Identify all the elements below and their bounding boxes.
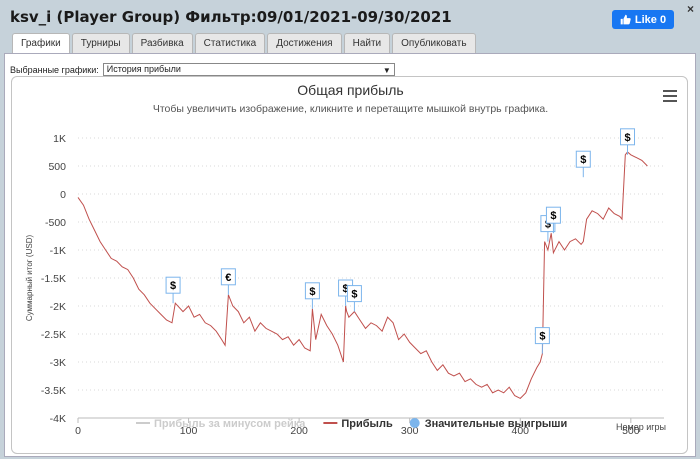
big-win-flag-symbol: $ bbox=[351, 289, 357, 301]
legend-item-label[interactable]: Прибыль bbox=[341, 418, 393, 430]
big-win-flag-symbol: $ bbox=[170, 280, 176, 292]
big-win-flag bbox=[545, 206, 561, 224]
x-axis-label: Номер игры bbox=[616, 422, 666, 432]
y-tick-label: -4K bbox=[50, 413, 66, 425]
y-tick-label: -2K bbox=[50, 301, 66, 313]
like-button-label: Like 0 bbox=[634, 13, 667, 26]
big-win-flag bbox=[534, 327, 550, 345]
big-win-flag-symbol: $ bbox=[309, 286, 315, 298]
big-win-flag bbox=[220, 268, 236, 286]
chart-select-value: История прибыли bbox=[106, 64, 181, 74]
chart-selector-row: Выбранные графики: История прибыли ▼ bbox=[10, 63, 395, 76]
big-win-flag-symbol: $ bbox=[580, 154, 586, 166]
chart-subtitle: Чтобы увеличить изображение, кликните и … bbox=[152, 103, 549, 115]
thumbs-up-icon bbox=[620, 14, 631, 25]
y-tick-label: -2.5K bbox=[41, 329, 66, 341]
tab-achievements[interactable]: Достижения bbox=[267, 33, 342, 53]
x-tick-label: 300 bbox=[401, 425, 419, 437]
big-win-flag bbox=[620, 128, 636, 146]
big-win-flag bbox=[304, 282, 320, 300]
big-win-flag-symbol: $ bbox=[539, 331, 545, 343]
y-tick-label: -500 bbox=[45, 217, 66, 229]
series-line-profit bbox=[77, 151, 648, 400]
window-title: ksv_i (Player Group) Фильтр:09/01/2021-0… bbox=[10, 8, 452, 26]
chart-container[interactable]: Общая прибыль Чтобы увеличить изображени… bbox=[11, 76, 688, 454]
facebook-like-button[interactable]: Like 0 bbox=[612, 10, 674, 29]
tab-statistics[interactable]: Статистика bbox=[194, 33, 266, 53]
big-win-flag-symbol: $ bbox=[343, 283, 349, 295]
charts-panel: Выбранные графики: История прибыли ▼ Общ… bbox=[4, 53, 696, 457]
chart-menu-icon[interactable] bbox=[663, 90, 677, 102]
y-tick-label: -1.5K bbox=[41, 273, 66, 285]
big-win-flag-symbol: $ bbox=[624, 132, 630, 144]
legend-marker-icon bbox=[409, 418, 420, 428]
y-tick-label: 500 bbox=[48, 161, 66, 173]
y-tick-label: 0 bbox=[60, 189, 66, 201]
big-win-flag bbox=[346, 285, 362, 303]
y-tick-label: -3.5K bbox=[41, 385, 66, 397]
big-win-flag-symbol: $ bbox=[550, 210, 556, 222]
tab-tournaments[interactable]: Турниры bbox=[71, 33, 130, 53]
big-win-flag bbox=[165, 276, 181, 294]
x-tick-label: 0 bbox=[75, 425, 81, 437]
x-tick-label: 400 bbox=[511, 425, 529, 437]
chevron-down-icon: ▼ bbox=[382, 66, 391, 75]
big-win-flag-symbol: $ bbox=[545, 219, 551, 231]
tab-charts[interactable]: Графики bbox=[12, 33, 70, 54]
x-tick-label: 500 bbox=[622, 425, 640, 437]
big-win-flag-symbol: € bbox=[225, 272, 231, 284]
chart-select[interactable]: История прибыли ▼ bbox=[102, 63, 395, 76]
y-tick-label: -3K bbox=[50, 357, 66, 369]
y-axis-label: Суммарный итог (USD) bbox=[25, 235, 34, 322]
legend-item-label[interactable]: Прибыль за минусом рейка bbox=[154, 418, 306, 430]
x-tick-label: 100 bbox=[180, 425, 198, 437]
big-win-flag bbox=[575, 150, 591, 168]
tab-publish[interactable]: Опубликовать bbox=[392, 33, 476, 53]
close-button[interactable]: × bbox=[686, 2, 694, 16]
tab-bar: Графики Турниры Разбивка Статистика Дост… bbox=[12, 33, 476, 54]
legend-item-label[interactable]: Значительные выигрыши bbox=[425, 418, 568, 430]
tab-breakdown[interactable]: Разбивка bbox=[131, 33, 193, 53]
profit-chart[interactable]: 1K 500 0 -500 -1K -1.5K -2K -2.5K -3K -3.5K -4K 0 10… bbox=[12, 77, 689, 455]
tab-search[interactable]: Найти bbox=[343, 33, 391, 53]
x-tick-label: 200 bbox=[290, 425, 308, 437]
chart-title: Общая прибыль bbox=[297, 82, 404, 98]
y-tick-label: 1K bbox=[53, 133, 66, 145]
y-tick-label: -1K bbox=[50, 245, 66, 257]
chart-selector-label: Выбранные графики: bbox=[10, 64, 99, 75]
